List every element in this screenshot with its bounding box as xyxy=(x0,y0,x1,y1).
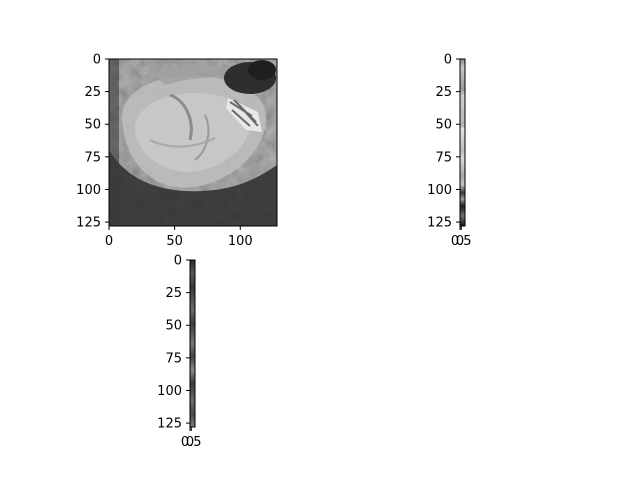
y-tick-label: 50 xyxy=(435,118,452,133)
y-tick-label: 75 xyxy=(84,150,101,165)
y-tick-label: 100 xyxy=(427,183,452,198)
image-panel-main: 0 25 50 75 100 125 0 50 100 xyxy=(76,53,278,250)
image-strip-1-frame xyxy=(459,58,466,227)
x-tick-label: 0 xyxy=(105,234,113,249)
y-tick-label: 50 xyxy=(84,118,101,133)
x-tick-label: 0.5 xyxy=(451,234,472,249)
y-tick-label: 0 xyxy=(444,53,452,68)
x-tick-label: 0 xyxy=(456,234,464,249)
y-tick-label: 100 xyxy=(76,183,101,198)
image-main-frame xyxy=(108,58,278,227)
axis-ticks-main: 0 25 50 75 100 125 0 50 100 xyxy=(76,53,252,250)
y-tick-label: 25 xyxy=(435,85,452,100)
y-tick-label: 25 xyxy=(165,286,182,301)
image-strip-2 xyxy=(190,260,195,427)
y-tick-label: 50 xyxy=(165,319,182,334)
y-tick-label: 75 xyxy=(165,351,182,366)
x-tick-label: 50 xyxy=(166,234,183,249)
image-strip-2-frame xyxy=(189,259,196,428)
x-tick-label: 100 xyxy=(228,234,253,249)
y-tick-label: 100 xyxy=(157,384,182,399)
x-tick-label: 0 xyxy=(186,435,194,450)
y-tick-label: 0 xyxy=(174,254,182,269)
image-main xyxy=(109,59,277,226)
y-tick-label: 125 xyxy=(76,216,101,231)
image-strip-1 xyxy=(460,59,465,226)
y-tick-label: 25 xyxy=(84,85,101,100)
y-tick-label: 0 xyxy=(93,53,101,68)
y-tick-label: 125 xyxy=(427,216,452,231)
x-tick-label: 0.5 xyxy=(181,435,202,450)
y-tick-label: 125 xyxy=(157,417,182,432)
y-tick-label: 75 xyxy=(435,150,452,165)
